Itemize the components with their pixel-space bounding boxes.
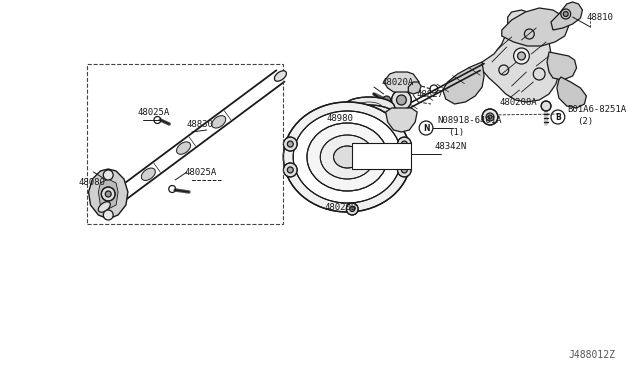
- Text: 48830: 48830: [187, 119, 214, 128]
- Ellipse shape: [293, 111, 401, 203]
- Circle shape: [284, 163, 297, 177]
- Polygon shape: [502, 8, 569, 46]
- Circle shape: [513, 48, 529, 64]
- Text: 48080: 48080: [79, 177, 106, 186]
- Circle shape: [287, 167, 293, 173]
- Bar: [86, 64, 284, 224]
- Circle shape: [397, 95, 406, 105]
- Circle shape: [486, 113, 494, 121]
- Polygon shape: [88, 169, 128, 219]
- Ellipse shape: [344, 105, 394, 125]
- Circle shape: [397, 137, 412, 151]
- Text: 48020A: 48020A: [381, 77, 414, 87]
- Circle shape: [401, 167, 407, 173]
- Circle shape: [103, 170, 113, 180]
- Ellipse shape: [344, 113, 394, 133]
- Text: 48827: 48827: [416, 90, 443, 99]
- Text: J488012Z: J488012Z: [568, 350, 615, 360]
- Circle shape: [287, 141, 293, 147]
- Bar: [352, 143, 412, 169]
- Circle shape: [346, 203, 358, 215]
- Circle shape: [392, 90, 412, 110]
- Polygon shape: [551, 2, 582, 30]
- Circle shape: [563, 12, 568, 16]
- Text: 48020B: 48020B: [324, 202, 357, 212]
- Circle shape: [350, 206, 355, 212]
- Ellipse shape: [141, 168, 156, 180]
- Polygon shape: [482, 10, 559, 102]
- Text: 48342N: 48342N: [435, 141, 467, 151]
- Text: B01A6-8251A: B01A6-8251A: [568, 105, 627, 113]
- Circle shape: [488, 115, 492, 119]
- Text: 48980: 48980: [326, 113, 353, 122]
- Polygon shape: [384, 72, 419, 92]
- Text: 48025A: 48025A: [138, 108, 170, 116]
- Ellipse shape: [320, 135, 374, 179]
- Polygon shape: [443, 62, 484, 104]
- Text: (2): (2): [577, 116, 594, 125]
- Ellipse shape: [99, 202, 110, 212]
- Ellipse shape: [344, 122, 394, 140]
- Ellipse shape: [275, 71, 287, 81]
- Text: (1): (1): [447, 128, 464, 137]
- Polygon shape: [408, 82, 421, 94]
- Ellipse shape: [212, 116, 226, 128]
- Text: N08918-6401A: N08918-6401A: [438, 115, 502, 125]
- Polygon shape: [99, 179, 118, 209]
- Polygon shape: [386, 108, 417, 132]
- Text: B: B: [555, 112, 561, 122]
- Text: 48810: 48810: [586, 13, 613, 22]
- Circle shape: [482, 109, 498, 125]
- Polygon shape: [557, 77, 586, 108]
- Text: N: N: [423, 124, 429, 132]
- Ellipse shape: [307, 123, 388, 191]
- Circle shape: [383, 96, 390, 104]
- Circle shape: [401, 141, 407, 147]
- Circle shape: [105, 191, 111, 197]
- Ellipse shape: [284, 102, 412, 212]
- Ellipse shape: [177, 142, 191, 154]
- Circle shape: [397, 163, 412, 177]
- Circle shape: [103, 210, 113, 220]
- Text: 48025A: 48025A: [185, 167, 217, 176]
- Circle shape: [518, 52, 525, 60]
- Ellipse shape: [333, 146, 361, 168]
- Ellipse shape: [344, 97, 394, 117]
- Text: 480208A: 480208A: [500, 97, 538, 106]
- Circle shape: [101, 187, 115, 201]
- Circle shape: [284, 137, 297, 151]
- Polygon shape: [547, 52, 577, 80]
- Circle shape: [541, 101, 551, 111]
